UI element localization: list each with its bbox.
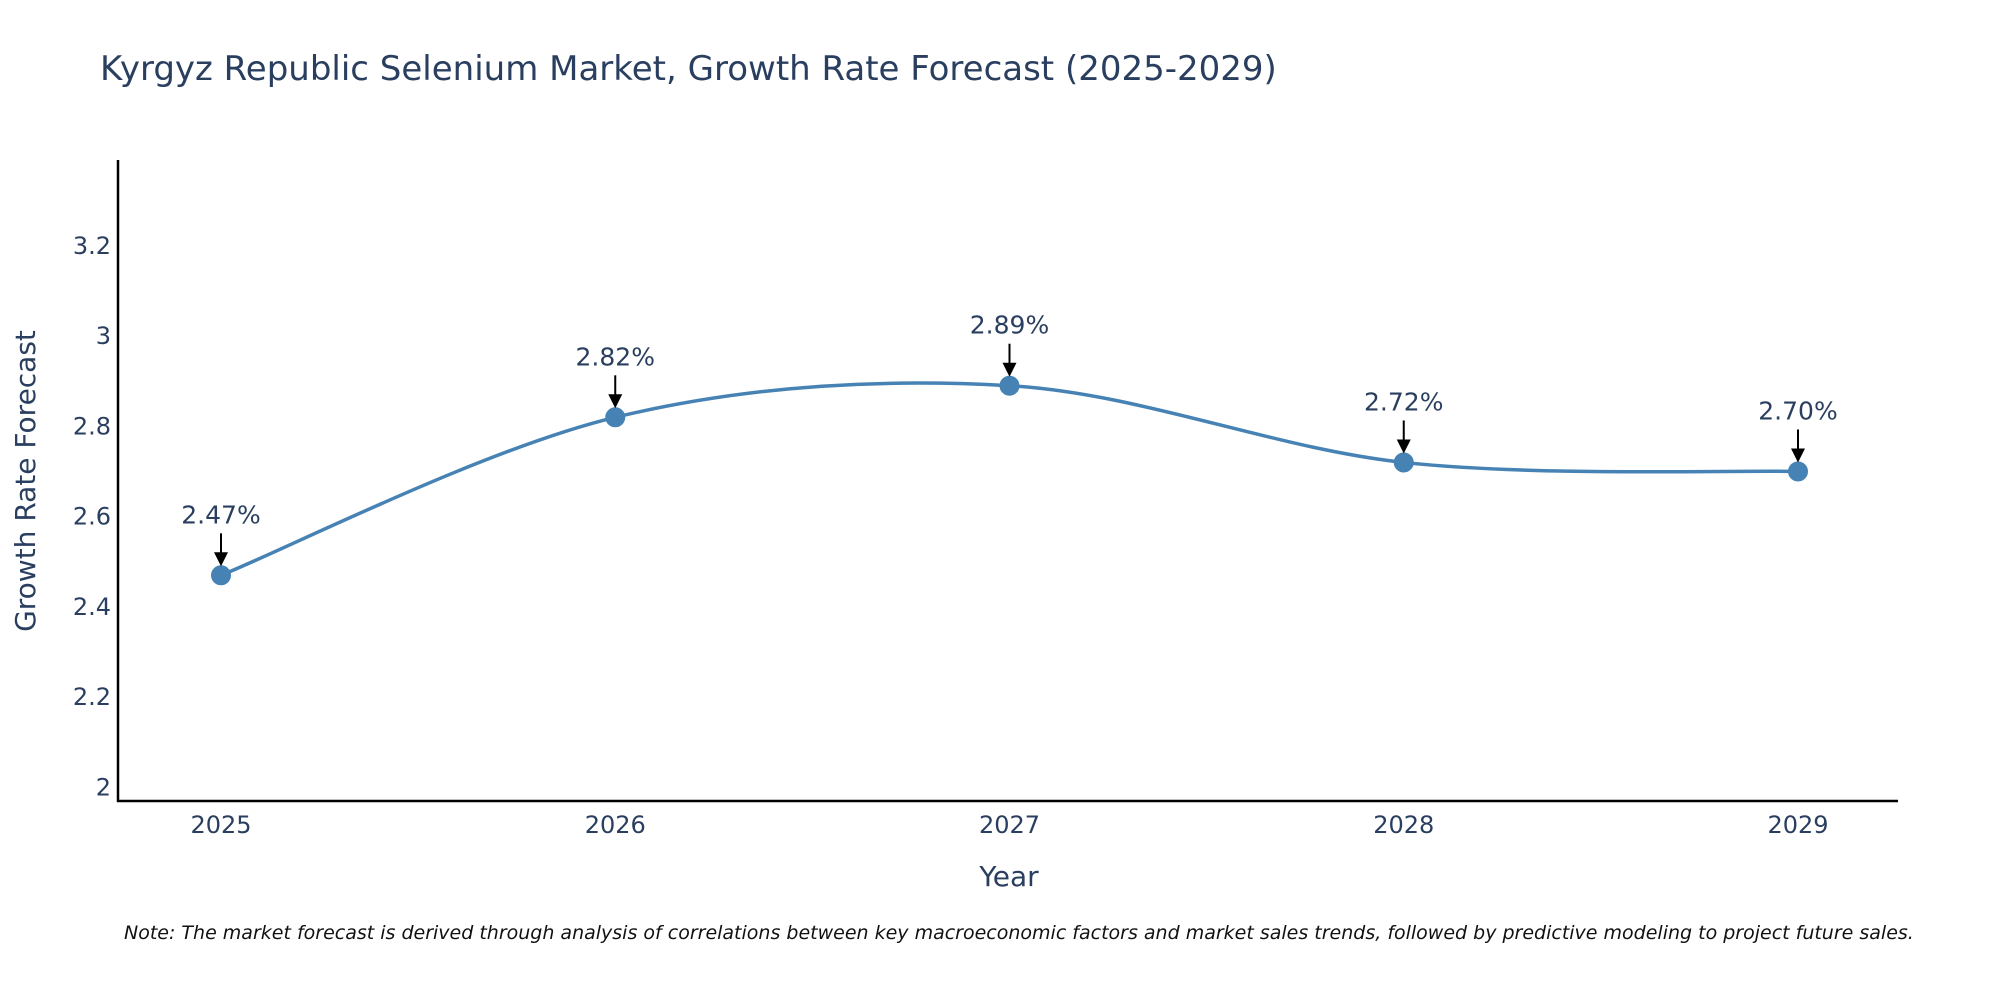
y-tick-label: 2.8: [73, 412, 111, 440]
data-label: 2.72%: [1364, 387, 1443, 416]
y-tick-label: 3.2: [73, 232, 111, 260]
data-label: 2.82%: [576, 342, 655, 371]
data-point: [1788, 461, 1808, 482]
y-tick-label: 3: [96, 322, 111, 350]
y-axis-title: Growth Rate Forecast: [9, 330, 42, 632]
annotation-arrow-head: [1396, 439, 1411, 454]
data-point: [999, 375, 1020, 396]
x-axis-ticks: 2025 2026 2027 2028 2029: [190, 811, 1828, 839]
y-tick-label: 2.2: [73, 683, 111, 711]
annotation-arrow-head: [1791, 448, 1805, 463]
data-point: [211, 565, 231, 586]
y-tick-label: 2.6: [73, 503, 111, 531]
annotation-arrow-head: [608, 394, 623, 409]
footnote: Note: The market forecast is derived thr…: [124, 922, 1914, 944]
annotation-arrow-head: [1002, 362, 1017, 377]
y-tick-label: 2.4: [73, 593, 111, 621]
x-tick-label: 2027: [979, 811, 1040, 839]
data-points: [211, 375, 1808, 586]
x-tick-label: 2025: [190, 811, 251, 839]
data-point: [605, 407, 626, 428]
data-label: 2.47%: [181, 500, 260, 529]
annotation-arrow-head: [214, 552, 228, 567]
data-label: 2.89%: [970, 311, 1049, 340]
chart-title: Kyrgyz Republic Selenium Market, Growth …: [100, 49, 1277, 89]
data-annotations: 2.47% 2.82% 2.89% 2.72% 2.70%: [181, 311, 1838, 567]
y-axis-ticks: 2 2.2 2.4 2.6 2.8 3 3.2: [73, 232, 111, 802]
x-tick-label: 2028: [1373, 811, 1434, 839]
data-point: [1393, 452, 1414, 473]
y-tick-label: 2: [96, 773, 111, 801]
x-tick-label: 2026: [585, 811, 646, 839]
series-line: [220, 381, 1799, 577]
x-axis-title: Year: [978, 860, 1039, 893]
x-tick-label: 2029: [1767, 811, 1828, 839]
data-label: 2.70%: [1758, 396, 1837, 425]
